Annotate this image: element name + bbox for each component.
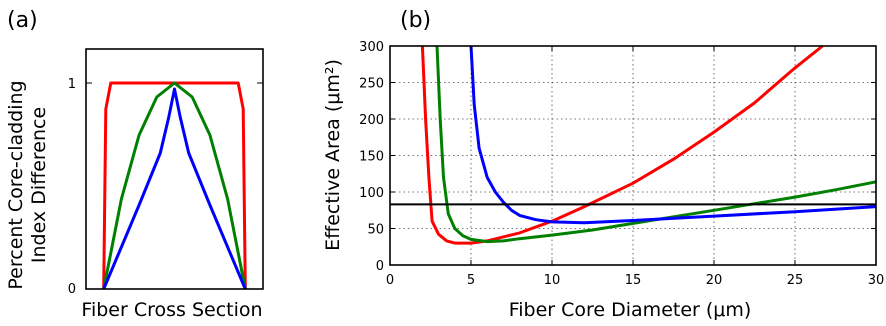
panel-b-ytick-label-200: 200 [359, 113, 384, 128]
panel-b-ytick-label-100: 100 [359, 186, 384, 201]
panel-b-xtick-label-10: 10 [544, 273, 561, 288]
panel-a-series-group [102, 81, 247, 290]
panel-a-series-parabolic [102, 81, 247, 290]
panel-a-ytick-0: 0 [68, 282, 76, 297]
panel-a-ylabel-line-2: Index Difference [28, 107, 50, 263]
panel-b-ylabel: Effective Area (μm²) [322, 59, 344, 251]
panel-b-series-2 [435, 45, 877, 244]
panel-a-profile-chart: (a) Percent Core-cladding Index Differen… [5, 8, 264, 321]
panel-b-xtick-label-5: 5 [467, 273, 475, 288]
panel-b-ytick-label-50: 50 [367, 223, 384, 238]
panel-b-ytick-label-0: 0 [376, 259, 384, 274]
panel-b-xtick-label-30: 30 [868, 273, 885, 288]
panel-b-ytick-label-150: 150 [359, 150, 384, 165]
panel-a-ytick-1: 1 [68, 77, 76, 92]
panel-a-plot-frame [85, 48, 264, 290]
panel-b-ytick-label-300: 300 [359, 40, 384, 55]
panel-b-effective-area-chart: (b) Effective Area (μm²) 0 5 10 15 20 25 30050… [322, 8, 884, 321]
panel-b-xtick-label-15: 15 [625, 273, 642, 288]
panel-b-xtick-label-0: 0 [386, 273, 394, 288]
panel-b-label: (b) [400, 8, 431, 33]
panel-b-grid [390, 46, 876, 265]
panel-b-xlabel: Fiber Core Diameter (μm) [509, 299, 752, 321]
panel-a-xlabel: Fiber Cross Section [81, 299, 262, 321]
panel-b-xtick-label-25: 25 [787, 273, 804, 288]
panel-a-series-triangular [102, 87, 247, 290]
panel-b-xtick-label-20: 20 [706, 273, 723, 288]
panel-a-ylabel-line-1: Percent Core-cladding [5, 80, 27, 289]
panel-b-series-group [420, 44, 877, 245]
panel-a-label: (a) [7, 8, 38, 33]
panel-b-series-1 [420, 44, 824, 245]
panel-b-series-3 [469, 45, 877, 225]
panel-b-ytick-label-250: 250 [359, 77, 384, 92]
